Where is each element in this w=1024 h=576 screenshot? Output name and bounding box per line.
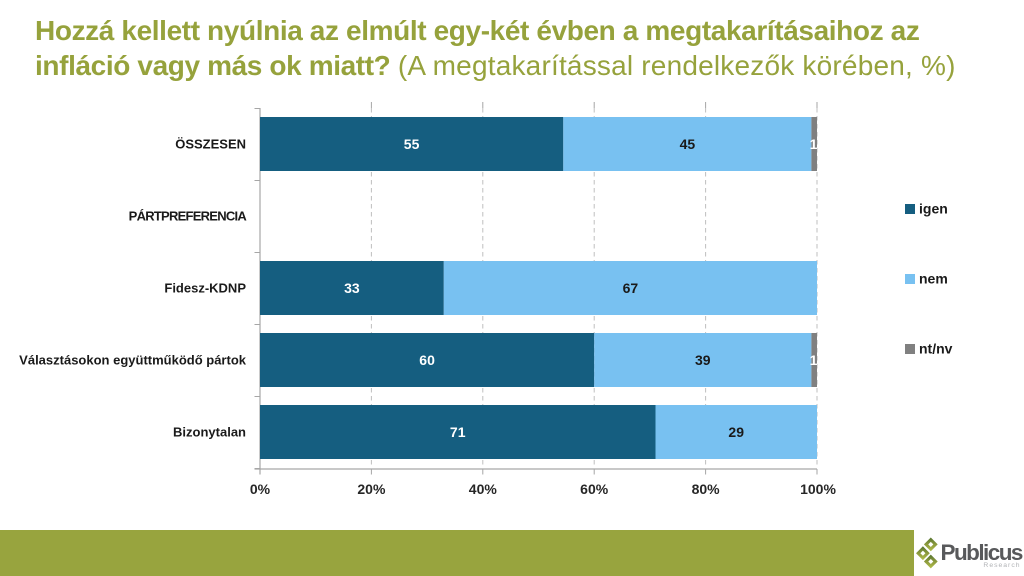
svg-text:Bizonytalan: Bizonytalan: [173, 425, 246, 440]
svg-text:100%: 100%: [800, 481, 836, 497]
svg-text:60: 60: [419, 352, 435, 368]
svg-text:67: 67: [623, 280, 639, 296]
svg-text:1: 1: [810, 136, 818, 152]
svg-text:Fidesz-KDNP: Fidesz-KDNP: [164, 281, 246, 296]
svg-text:39: 39: [695, 352, 711, 368]
svg-text:Research: Research: [983, 562, 1020, 569]
svg-text:60%: 60%: [580, 481, 609, 497]
svg-text:55: 55: [404, 136, 420, 152]
svg-text:33: 33: [344, 280, 360, 296]
svg-text:Választásokon együttműködő pár: Választásokon együttműködő pártok: [19, 353, 247, 368]
svg-text:igen: igen: [919, 201, 948, 217]
svg-text:71: 71: [450, 424, 466, 440]
svg-text:Publicus: Publicus: [941, 540, 1023, 565]
svg-text:40%: 40%: [469, 481, 498, 497]
svg-text:29: 29: [728, 424, 744, 440]
svg-text:PÁRTPREFERENCIA: PÁRTPREFERENCIA: [129, 209, 248, 224]
svg-text:20%: 20%: [357, 481, 386, 497]
svg-text:1: 1: [810, 352, 818, 368]
svg-text:80%: 80%: [692, 481, 721, 497]
svg-text:ÖSSZESEN: ÖSSZESEN: [175, 137, 246, 152]
svg-text:nt/nv: nt/nv: [919, 341, 953, 357]
svg-text:0%: 0%: [250, 481, 271, 497]
svg-text:45: 45: [680, 136, 696, 152]
svg-text:nem: nem: [919, 271, 948, 287]
